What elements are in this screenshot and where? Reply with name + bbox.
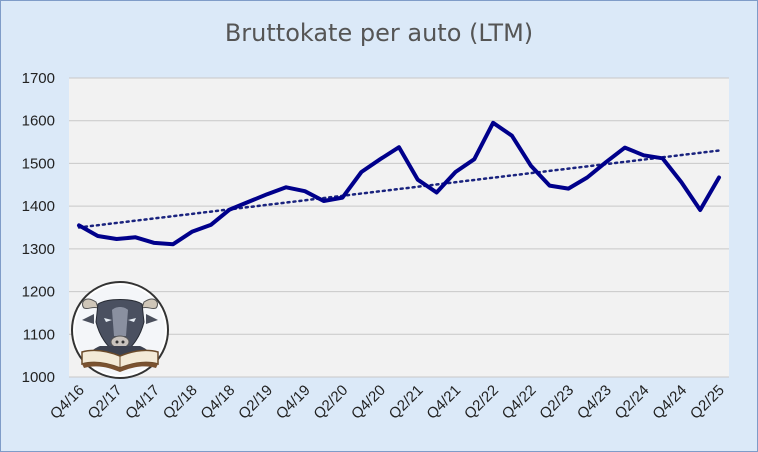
x-tick-label: Q4/18 <box>197 382 238 423</box>
y-tick-label: 1100 <box>23 326 55 343</box>
x-tick-label: Q2/24 <box>612 382 653 423</box>
chart-title: Bruttokate per auto (LTM) <box>224 19 534 47</box>
y-tick-label: 1700 <box>22 70 55 87</box>
x-tick-label: Q2/20 <box>310 382 351 423</box>
plot-area <box>69 78 729 377</box>
y-tick-label: 1300 <box>22 241 55 258</box>
x-tick-label: Q2/23 <box>536 382 577 423</box>
x-tick-label: Q4/17 <box>122 382 163 423</box>
series-line <box>77 120 721 247</box>
x-tick-label: Q4/19 <box>273 382 314 423</box>
x-tick-label: Q4/24 <box>649 382 690 423</box>
y-tick-label: 1400 <box>22 198 55 215</box>
x-tick-label: Q2/25 <box>687 382 728 423</box>
x-tick-label: Q4/22 <box>499 382 540 423</box>
y-tick-label: 1000 <box>22 369 55 386</box>
gridlines <box>69 77 729 378</box>
series-group <box>77 120 721 247</box>
y-axis-ticks: 1000 1100 1200 1300 1400 1500 1600 1700 <box>22 70 55 386</box>
y-tick-label: 1500 <box>22 155 55 172</box>
trendline-group <box>77 149 721 229</box>
bull-logo-icon <box>71 281 169 379</box>
x-tick-label: Q4/16 <box>47 382 88 423</box>
x-tick-label: Q4/20 <box>348 382 389 423</box>
x-tick-label: Q2/18 <box>160 382 201 423</box>
x-tick-label: Q2/17 <box>85 382 126 423</box>
x-tick-label: Q2/22 <box>461 382 502 423</box>
trendline <box>77 149 721 229</box>
x-axis-ticks: Q4/16Q2/17Q4/17Q2/18Q4/18Q2/19Q4/19Q2/20… <box>47 382 728 423</box>
x-tick-label: Q4/23 <box>574 382 615 423</box>
y-tick-label: 1200 <box>22 284 55 301</box>
x-tick-label: Q2/21 <box>386 382 427 423</box>
x-tick-label: Q4/21 <box>423 382 464 423</box>
x-tick-label: Q2/19 <box>235 382 276 423</box>
y-tick-label: 1600 <box>22 113 55 130</box>
